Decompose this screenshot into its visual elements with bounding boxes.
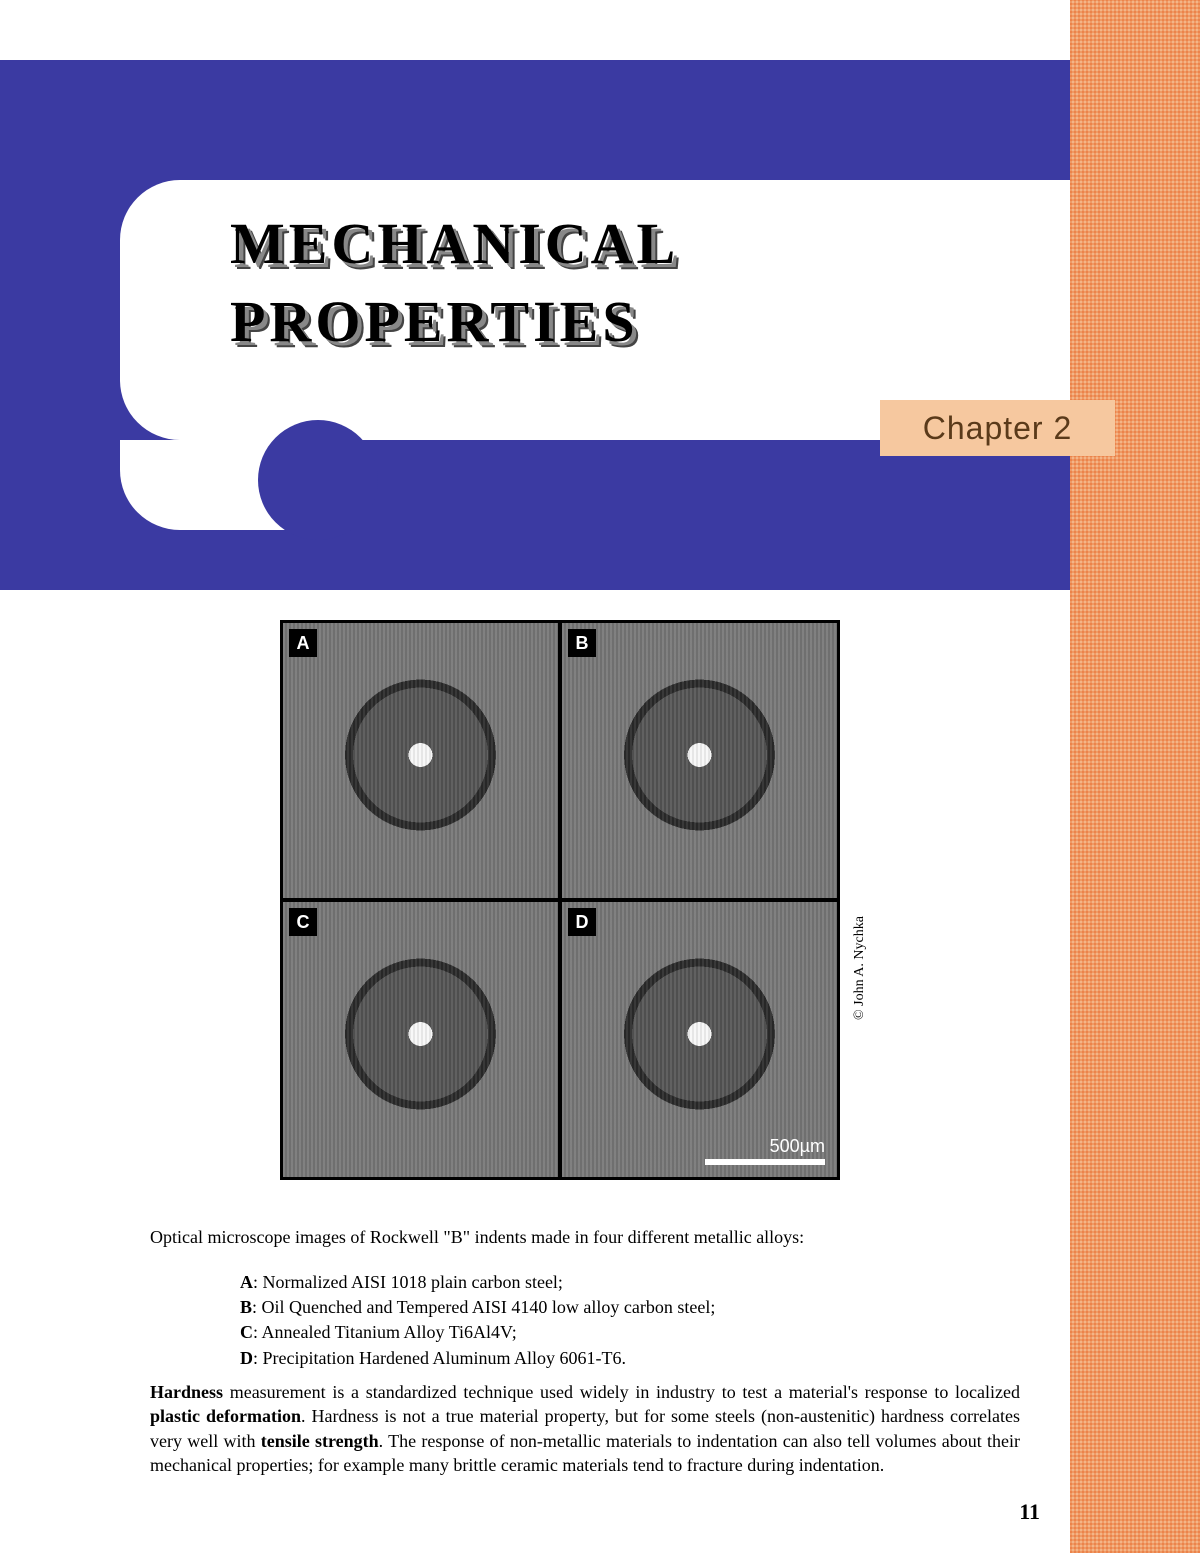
- body-bold-run: plastic deformation: [150, 1406, 301, 1426]
- body-text-run: measurement is a standardized technique …: [223, 1382, 1020, 1402]
- legend-key-b: B: [240, 1297, 252, 1317]
- panel-label-c: C: [289, 908, 317, 936]
- legend-key-c: C: [240, 1322, 253, 1342]
- chapter-label: Chapter 2: [880, 400, 1115, 456]
- legend-key-d: D: [240, 1348, 253, 1368]
- panel-label-a: A: [289, 629, 317, 657]
- body-paragraph: Hardness measurement is a standardized t…: [150, 1380, 1020, 1477]
- figure-panel-a: A: [283, 623, 558, 898]
- scalebar-text: 500µm: [770, 1136, 825, 1156]
- panel-label-b: B: [568, 629, 596, 657]
- scalebar: 500µm: [705, 1136, 825, 1165]
- figure-caption: Optical microscope images of Rockwell "B…: [150, 1225, 1020, 1249]
- legend-row-c: C: Annealed Titanium Alloy Ti6Al4V;: [240, 1320, 1020, 1345]
- panel-label-d: D: [568, 908, 596, 936]
- title-card-tail-round: [258, 420, 378, 540]
- scalebar-line: [705, 1159, 825, 1165]
- chapter-label-text: Chapter 2: [923, 410, 1073, 447]
- figure-panel-d: D 500µm: [562, 902, 837, 1177]
- body-bold-run: Hardness: [150, 1382, 223, 1402]
- legend-row-b: B: Oil Quenched and Tempered AISI 4140 l…: [240, 1295, 1020, 1320]
- legend-desc-a: Normalized AISI 1018 plain carbon steel;: [263, 1272, 563, 1292]
- chapter-title: MECHANICAL PROPERTIES: [230, 205, 679, 362]
- legend-row-d: D: Precipitation Hardened Aluminum Alloy…: [240, 1346, 1020, 1371]
- figure-panel-b: B: [562, 623, 837, 898]
- legend-desc-d: Precipitation Hardened Aluminum Alloy 60…: [263, 1348, 626, 1368]
- page-number: 11: [1019, 1499, 1040, 1525]
- figure-panel-c: C: [283, 902, 558, 1177]
- chapter-title-line1: MECHANICAL: [230, 205, 679, 283]
- figure-credit: © John A. Nychka: [852, 916, 868, 1020]
- figure-grid: A B C D 500µm: [280, 620, 840, 1180]
- legend-key-a: A: [240, 1272, 253, 1292]
- legend-row-a: A: Normalized AISI 1018 plain carbon ste…: [240, 1270, 1020, 1295]
- figure-legend: A: Normalized AISI 1018 plain carbon ste…: [240, 1270, 1020, 1371]
- body-bold-run: tensile strength: [261, 1431, 379, 1451]
- side-strip: [1070, 0, 1200, 1553]
- legend-desc-c: Annealed Titanium Alloy Ti6Al4V;: [262, 1322, 517, 1342]
- chapter-title-line2: PROPERTIES: [230, 283, 679, 361]
- legend-desc-b: Oil Quenched and Tempered AISI 4140 low …: [262, 1297, 716, 1317]
